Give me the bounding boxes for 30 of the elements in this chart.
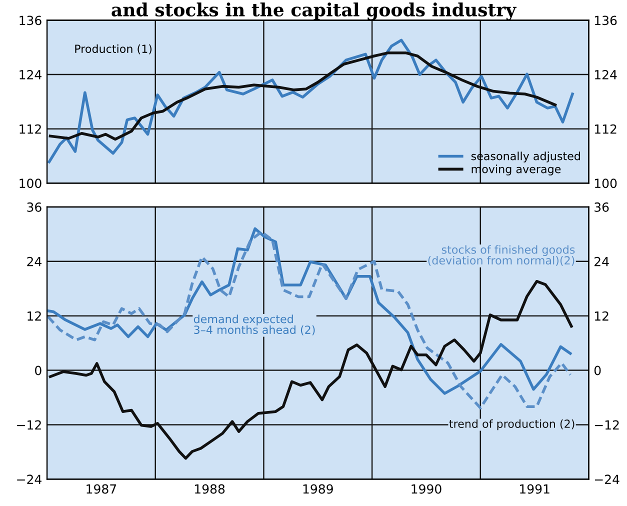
y-tick-label: −12 [17,420,41,430]
y2-tick-label: 112 [594,124,616,134]
y-tick-label: 0 [35,366,42,376]
y-tick-label: 36 [27,202,42,212]
y2-tick-label: 36 [594,202,609,212]
chart-title: and stocks in the capital goods industry [112,2,517,20]
y2-tick-label: 24 [594,256,609,266]
series-label: demand expected 3–4 months ahead (2) [194,314,315,336]
annotation: Production (1) [75,44,152,54]
y2-tick-label: −12 [594,420,619,430]
y2-tick-label: −24 [594,474,620,484]
y-tick-label: −24 [17,474,42,484]
y-tick-label: 124 [20,70,42,80]
text: trend of production (2) [449,419,574,430]
text: stocks of finished goods (deviation from normal)(2) [428,245,575,266]
y-tick-label: 12 [28,311,41,321]
y-tick-label: 24 [27,256,42,266]
x-tick-label: 1990 [412,484,442,494]
x-tick-label: 1988 [195,484,225,494]
y2-tick-label: 12 [594,311,608,321]
y2-tick-label: 100 [594,178,617,188]
y-tick-label: 112 [20,124,41,134]
x-tick-label: 1991 [520,484,550,494]
y2-tick-label: 0 [594,366,601,376]
x-tick-label: 1987 [86,484,116,494]
y2-tick-label: 124 [594,70,617,80]
y2-tick-label: 136 [594,16,617,26]
y-tick-label: 136 [20,16,42,26]
x-tick-label: 1989 [303,484,333,494]
y-tick-label: 100 [20,178,42,188]
